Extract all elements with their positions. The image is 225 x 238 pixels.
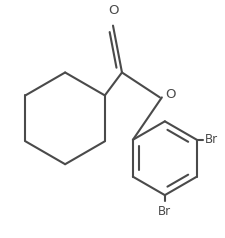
Text: Br: Br	[158, 205, 171, 218]
Text: O: O	[165, 88, 175, 101]
Text: Br: Br	[205, 133, 218, 146]
Text: O: O	[109, 4, 119, 17]
